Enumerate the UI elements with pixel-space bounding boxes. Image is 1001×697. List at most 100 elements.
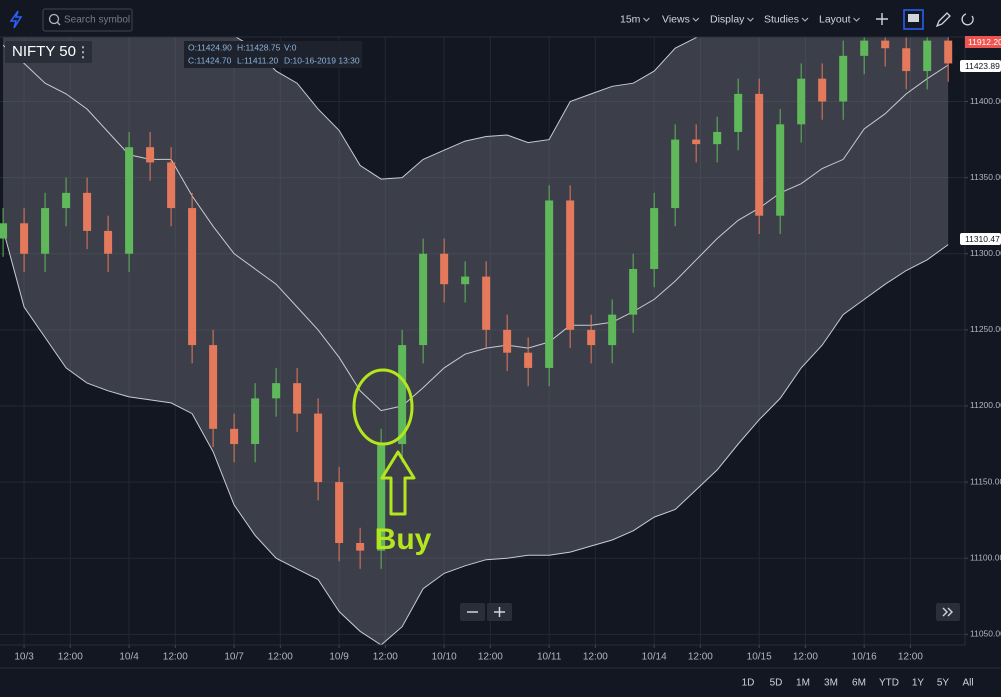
candle-body bbox=[776, 124, 785, 216]
x-tick-label: 12:00 bbox=[268, 652, 293, 663]
middle-band-line bbox=[2, 44, 949, 412]
ohlc-value: D:10-16-2019 13:30 bbox=[284, 55, 360, 65]
y-tick-label: 11200.00 bbox=[970, 400, 1001, 410]
axes: 11050.00 11100.00 11150.00 11200.00 11250.00… bbox=[0, 37, 1001, 663]
ohlc-value: C:11424.70 bbox=[188, 55, 232, 65]
candle-body bbox=[335, 482, 344, 543]
chat-button[interactable] bbox=[903, 9, 924, 30]
ohlc-value: O:11424.90 bbox=[188, 42, 232, 52]
toolbar-item[interactable]: Studies bbox=[764, 13, 799, 25]
lower-band-line bbox=[2, 229, 949, 645]
search-icon bbox=[56, 21, 61, 26]
buy-arrow bbox=[380, 450, 416, 516]
candle-body bbox=[713, 131, 722, 145]
x-tick-label: 10/3 bbox=[14, 652, 34, 663]
range-button[interactable]: 1D bbox=[742, 678, 755, 689]
ohlc-value: L:11411.20 bbox=[237, 55, 279, 65]
candle-body bbox=[188, 208, 197, 346]
range-button[interactable]: All bbox=[962, 678, 973, 689]
price-tag bbox=[960, 233, 1001, 245]
range-button[interactable]: 1Y bbox=[912, 678, 925, 689]
x-tick-label: 10/16 bbox=[852, 652, 877, 663]
buy-label: Buy bbox=[375, 523, 432, 556]
logo-icon[interactable] bbox=[9, 10, 23, 29]
x-tick-label: 12:00 bbox=[898, 652, 923, 663]
candle-body bbox=[524, 352, 533, 368]
candle-body bbox=[20, 223, 29, 254]
upper-band-line bbox=[234, 37, 699, 180]
add-icon[interactable] bbox=[876, 13, 888, 25]
range-button[interactable]: 3M bbox=[824, 678, 838, 689]
x-tick-label: 12:00 bbox=[793, 652, 818, 663]
zoom-in-icon bbox=[494, 607, 505, 617]
toolbar-items: 15m Views Display Studies Layout bbox=[620, 13, 860, 25]
candle-body bbox=[356, 543, 365, 551]
candle-body bbox=[62, 192, 71, 209]
x-tick-label: 10/14 bbox=[642, 652, 667, 663]
dropdown-chevron bbox=[801, 17, 809, 22]
range-buttons: 1D 5D 1M 3M 6M YTD 1Y 5Y All bbox=[742, 678, 974, 689]
pencil-icon[interactable] bbox=[935, 12, 951, 28]
buy-circle bbox=[352, 368, 414, 446]
candle-body bbox=[797, 78, 806, 125]
candle-body bbox=[41, 208, 50, 254]
ohlc-box bbox=[184, 41, 362, 68]
dropdown-chevron bbox=[643, 17, 650, 22]
y-tick-label: 11300.00 bbox=[970, 248, 1001, 258]
candle-body bbox=[398, 345, 407, 445]
range-button[interactable]: 5Y bbox=[937, 678, 950, 689]
toolbar-item[interactable]: Views bbox=[662, 13, 690, 25]
dropdown-chevron bbox=[747, 17, 754, 22]
candle-body bbox=[881, 40, 890, 49]
toolbar bbox=[0, 0, 1001, 37]
y-tick-label: 11150.00 bbox=[970, 476, 1001, 486]
band-fill bbox=[3, 37, 949, 645]
candle-body bbox=[944, 40, 953, 64]
chat-icon bbox=[908, 14, 919, 22]
ohlc-value: H:11428.75 bbox=[237, 42, 281, 52]
candle-body bbox=[209, 345, 218, 429]
candle-body bbox=[902, 48, 911, 72]
x-tick-label: 12:00 bbox=[688, 652, 713, 663]
candle-body bbox=[230, 428, 239, 445]
x-tick-label: 10/11 bbox=[537, 652, 562, 663]
bollinger-bands bbox=[2, 37, 949, 645]
candle-body bbox=[314, 413, 323, 483]
search-box[interactable] bbox=[42, 8, 133, 32]
range-button[interactable]: YTD bbox=[879, 678, 899, 689]
candle-body bbox=[734, 93, 743, 132]
y-tick-label: 11100.00 bbox=[970, 552, 1001, 562]
x-tick-label: 10/15 bbox=[747, 652, 772, 663]
candle-body bbox=[461, 276, 470, 285]
toolbar-item[interactable]: Layout bbox=[819, 13, 851, 25]
price-tag-label: 11310.47 bbox=[965, 234, 1000, 244]
x-tick-label: 12:00 bbox=[583, 652, 608, 663]
candle-body bbox=[839, 55, 848, 102]
candle-body bbox=[503, 329, 512, 353]
candle-body bbox=[146, 147, 155, 163]
refresh-icon[interactable] bbox=[961, 13, 974, 26]
scroll-right-icon bbox=[942, 607, 953, 617]
symbol-box[interactable] bbox=[5, 41, 92, 63]
x-tick-label: 10/7 bbox=[224, 652, 244, 663]
scroll-right-button[interactable] bbox=[936, 603, 960, 621]
candle-body bbox=[755, 93, 764, 216]
range-button[interactable]: 1M bbox=[796, 678, 810, 689]
price-tag-label: 11423.89 bbox=[965, 61, 1000, 71]
candles bbox=[0, 37, 953, 569]
range-button[interactable]: 6M bbox=[852, 678, 866, 689]
y-tick-label: 11250.00 bbox=[970, 324, 1001, 334]
candle-body bbox=[104, 230, 113, 254]
toolbar-item[interactable]: Display bbox=[710, 13, 745, 25]
toolbar-item[interactable]: 15m bbox=[620, 13, 641, 25]
symbol-name: NIFTY 50 bbox=[12, 43, 76, 60]
price-tag bbox=[965, 36, 1001, 48]
range-button[interactable]: 5D bbox=[770, 678, 783, 689]
candle-body bbox=[818, 78, 827, 102]
candle-body bbox=[293, 383, 302, 414]
grid bbox=[0, 37, 965, 645]
candle-body bbox=[125, 147, 134, 254]
